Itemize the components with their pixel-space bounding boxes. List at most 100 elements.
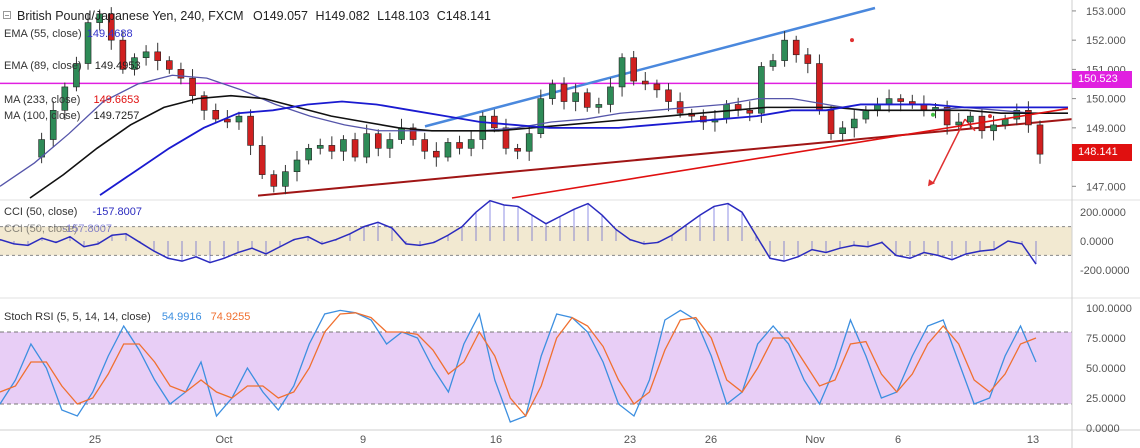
candle-down xyxy=(166,60,173,70)
candle-down xyxy=(1025,110,1032,126)
candle-up xyxy=(293,159,301,172)
candle-down xyxy=(456,142,463,149)
symbol-name: British Pound/Japanese Yen, 240, FXCM xyxy=(17,9,244,23)
candle-down xyxy=(665,89,672,102)
candle-up xyxy=(955,121,963,126)
candle-down xyxy=(514,148,521,152)
candle-up xyxy=(96,13,103,23)
legend-ma100[interactable]: MA (100, close) 149.7257 xyxy=(4,110,140,122)
candle-up xyxy=(49,110,57,140)
candle-up xyxy=(479,115,487,140)
candle-down xyxy=(421,139,429,152)
price-tick-label: 153.000 xyxy=(1086,6,1126,18)
candle-up xyxy=(525,133,533,152)
stoch-band xyxy=(0,332,1072,404)
cci-tick-label: 0.0000 xyxy=(1080,236,1114,248)
candle-up xyxy=(549,83,556,99)
candlestick-series xyxy=(38,7,1044,195)
projection-arrow-head xyxy=(928,179,935,187)
signal-dot xyxy=(850,38,854,43)
candle-down xyxy=(212,110,220,120)
candle-down xyxy=(409,127,417,140)
candle-up xyxy=(781,39,788,61)
main-pane-overlays xyxy=(0,6,1073,197)
time-tick-label: 9 xyxy=(360,434,366,446)
candle-down xyxy=(119,39,127,70)
resistance-price-tag: 150.523 xyxy=(1072,71,1132,88)
candle-down xyxy=(1036,124,1044,155)
legend-ma233[interactable]: MA (233, close) 149.6653 xyxy=(4,94,140,106)
stoch-tick-label: 0.0000 xyxy=(1086,423,1120,435)
ohlc-open: O149.057 xyxy=(253,9,308,23)
legend-cci-top[interactable]: CCI (50, close) -157.8007 xyxy=(4,206,142,218)
candle-up xyxy=(316,145,324,149)
ma-100-line xyxy=(99,100,1068,196)
candle-up xyxy=(967,115,974,123)
candle-up xyxy=(340,139,347,152)
price-tick-label: 147.000 xyxy=(1086,181,1126,193)
time-tick-label: 13 xyxy=(1027,434,1039,446)
cci-band xyxy=(0,226,1072,256)
candle-up xyxy=(386,139,394,149)
ema-89-line xyxy=(29,94,1068,199)
ohlc-low: L148.103 xyxy=(377,9,430,23)
candle-down xyxy=(433,150,440,158)
candle-down xyxy=(258,145,266,175)
candle-up xyxy=(444,142,452,158)
stoch-d-line xyxy=(0,312,1037,418)
candle-up xyxy=(1001,118,1009,126)
last-price-tag: 148.141 xyxy=(1072,144,1132,161)
candle-up xyxy=(84,22,92,64)
candle-up xyxy=(990,124,997,132)
candle-down xyxy=(177,69,185,79)
candle-up xyxy=(839,127,846,134)
candle-down xyxy=(107,13,115,41)
price-axes: 153.000152.000151.000150.000149.000148.0… xyxy=(1071,0,1126,448)
cci-tick-label: 200.0000 xyxy=(1080,207,1126,219)
time-tick-label: 25 xyxy=(89,434,101,446)
candle-down xyxy=(200,95,208,111)
ma-233-line xyxy=(511,107,1069,199)
candle-down xyxy=(224,118,231,123)
cci-tick-label: -200.0000 xyxy=(1080,265,1130,277)
legend-ema89[interactable]: EMA (89, close) 149.4953 xyxy=(4,60,141,72)
candle-down xyxy=(328,145,336,152)
candle-down xyxy=(560,83,568,102)
signal-dot xyxy=(931,112,935,117)
candle-up xyxy=(607,86,614,105)
time-tick-label: Oct xyxy=(215,434,232,446)
candle-down xyxy=(792,39,800,56)
stoch-k-line xyxy=(0,309,1037,423)
candle-down xyxy=(630,57,637,82)
candle-up xyxy=(572,92,579,102)
legend-ema55[interactable]: EMA (55, close) 149.4688 xyxy=(4,28,133,40)
ohlc-high: H149.082 xyxy=(315,9,370,23)
candle-up xyxy=(398,127,405,140)
cci-pane: 200.0000 0.0000 -200.0000 xyxy=(0,199,1130,277)
legend-cci-bottom[interactable]: CCI (50, close) -157.8007 xyxy=(4,223,112,235)
candle-down xyxy=(700,115,707,123)
time-tick-label: 26 xyxy=(705,434,717,446)
candle-up xyxy=(142,51,150,58)
time-tick-label: 6 xyxy=(895,434,901,446)
candle-down xyxy=(897,98,904,102)
candle-down xyxy=(270,174,278,187)
legend-stoch-rsi[interactable]: Stoch RSI (5, 5, 14, 14, close) 54.9916 … xyxy=(4,311,251,323)
ohlc-close: C148.141 xyxy=(436,9,491,23)
signal-dot xyxy=(988,114,992,119)
price-tick-label: 150.000 xyxy=(1086,94,1126,106)
candle-down xyxy=(189,77,196,96)
candle-down xyxy=(653,83,661,91)
collapse-icon[interactable] xyxy=(3,11,11,19)
price-tick-label: 152.000 xyxy=(1086,35,1126,47)
support-trend-line xyxy=(257,118,1073,197)
time-tick-label: Nov xyxy=(805,434,825,446)
time-axis: 25 Oct 9 16 23 26 Nov 6 13 xyxy=(89,434,1039,446)
price-tick-label: 149.000 xyxy=(1086,123,1126,135)
candle-up xyxy=(1013,110,1021,120)
candle-up xyxy=(282,171,289,187)
stoch-rsi-pane: 100.0000 75.0000 50.0000 25.0000 0.0000 xyxy=(0,303,1132,435)
projection-arrow xyxy=(932,118,966,184)
candle-up xyxy=(850,118,858,129)
